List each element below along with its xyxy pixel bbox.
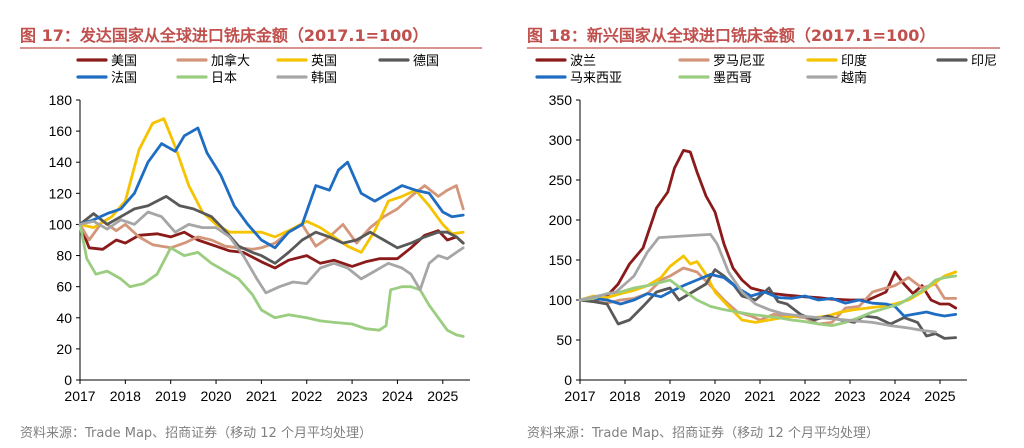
chart1-legend-label: 德国 [413, 54, 439, 69]
chart1-legend-label: 加拿大 [211, 53, 250, 69]
chart2-legend-label: 印尼 [971, 54, 997, 69]
chart2-x-tick-label: 2024 [879, 388, 910, 404]
chart1-legend-label: 美国 [111, 54, 137, 69]
chart2-legend-label: 越南 [841, 70, 867, 86]
chart2-x-tick-label: 2020 [699, 388, 730, 404]
chart1-title: 图 17：发达国家从全球进口铣床金额（2017.1=100） [20, 26, 428, 45]
chart1-series-line-5 [78, 126, 465, 250]
chart2-legend-entry: 罗马尼亚 [678, 54, 765, 69]
chart2-legend-entry: 墨西哥 [678, 71, 752, 86]
chart2-x-tick-label: 2021 [744, 388, 775, 404]
chart2-series-line-5 [578, 273, 958, 318]
chart2-series-line-7 [578, 233, 937, 334]
chart2-y-tick-label: 300 [549, 132, 573, 148]
chart1-x-tick-label: 2023 [337, 388, 368, 404]
chart2-legend-label: 波兰 [570, 54, 596, 69]
chart2-y-tick-label: 250 [549, 172, 573, 188]
chart1-series-line-4 [78, 195, 465, 265]
chart1-legend-entry: 德国 [378, 54, 439, 69]
chart2-legend-label: 马来西亚 [570, 71, 622, 86]
chart2-legend-entry: 印尼 [936, 54, 997, 69]
chart2-legend-entry: 波兰 [535, 54, 596, 69]
chart1-y-tick-label: 120 [49, 185, 73, 201]
chart1-y-tick-label: 80 [56, 248, 72, 264]
chart1-legend-entry: 日本 [176, 71, 237, 86]
chart1-y-tick-label: 20 [56, 341, 72, 357]
chart1-legend-label: 日本 [211, 71, 237, 86]
chart1-y-tick-label: 160 [49, 123, 73, 139]
chart1-series-line-2 [78, 184, 465, 251]
chart1-legend-entry: 法国 [76, 71, 137, 86]
chart1-x-tick-label: 2021 [246, 388, 277, 404]
chart2-legend-label: 墨西哥 [713, 71, 752, 86]
chart2-x-tick-label: 2023 [834, 388, 865, 404]
chart1-x-tick-label: 2024 [382, 388, 413, 404]
chart1-y-tick-label: 140 [49, 154, 73, 170]
chart2-x-tick-label: 2022 [789, 388, 820, 404]
chart1-y-tick-label: 0 [64, 372, 72, 388]
chart2-legend-label: 罗马尼亚 [713, 54, 765, 69]
chart2-plot-area: 0 50 100 150 200 250 300 350 2017 2018 2019 2020 202… [549, 92, 967, 404]
chart2-x-tick-label: 2018 [609, 388, 640, 404]
chart1-legend-entry: 英国 [276, 54, 337, 69]
chart2-source: 资料来源：Trade Map、招商证券（移动 12 个月平均处理） [527, 425, 879, 441]
chart1-legend-entry: 韩国 [276, 71, 337, 86]
chart1-x-tick-label: 2017 [64, 388, 95, 404]
chart1-legend-label: 法国 [111, 71, 137, 86]
chart2-x-tick-label: 2017 [564, 388, 595, 404]
chart1-series-line-1 [78, 223, 465, 270]
chart1-x-tick-label: 2025 [427, 388, 458, 404]
chart1-y-tick-label: 180 [49, 92, 73, 108]
chart2-y-tick-label: 150 [549, 252, 573, 268]
chart2-title: 图 18：新兴国家从全球进口铣床金额（2017.1=100） [527, 26, 935, 45]
chart1-legend-label: 韩国 [311, 71, 337, 86]
chart1-source: 资料来源：Trade Map、招商证券（移动 12 个月平均处理） [20, 425, 372, 441]
chart1-legend-entry: 美国 [76, 54, 137, 69]
chart2-y-tick-label: 200 [549, 212, 573, 228]
chart1-y-tick-label: 60 [56, 279, 72, 295]
chart1-x-tick-label: 2020 [200, 388, 231, 404]
chart1-x-tick-label: 2022 [291, 388, 322, 404]
chart2-series-line-1 [578, 149, 958, 310]
chart2-series-line-4 [578, 268, 958, 340]
chart1-series-line-7 [78, 210, 465, 295]
chart1-legend-entry: 加拿大 [176, 53, 250, 69]
chart1-y-tick-label: 40 [56, 310, 72, 326]
chart1-x-tick-label: 2019 [155, 388, 186, 404]
chart1-plot-area: 0 20 40 60 80 100 120 140 160 180 2017 2018 2019 2020… [49, 92, 470, 404]
chart2-y-tick-label: 350 [549, 92, 573, 108]
chart2-legend-entry: 马来西亚 [535, 71, 622, 86]
chart1-series-line-6 [78, 223, 465, 338]
chart2-legend-entry: 印度 [806, 53, 867, 69]
chart2-x-tick-label: 2019 [654, 388, 685, 404]
chart1-series-line-3 [78, 117, 465, 254]
chart2-x-tick-label: 2025 [924, 388, 955, 404]
chart1-y-tick-label: 100 [49, 216, 73, 232]
chart2-y-tick-label: 50 [556, 332, 572, 348]
chart2-y-tick-label: 0 [564, 372, 572, 388]
chart2-series-line-6 [578, 274, 958, 327]
chart2-legend-label: 印度 [841, 53, 867, 69]
chart1-x-tick-label: 2018 [110, 388, 141, 404]
chart2-legend-entry: 越南 [806, 70, 867, 86]
chart1-legend-label: 英国 [311, 54, 337, 69]
chart2-y-tick-label: 100 [549, 292, 573, 308]
